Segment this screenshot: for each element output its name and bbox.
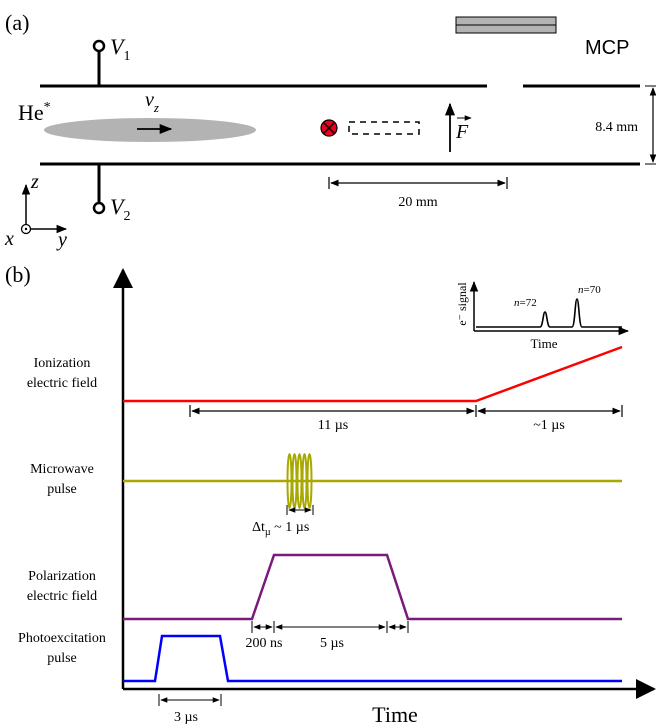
ramp-label: ~1 µs xyxy=(533,418,565,433)
x-axis-dot xyxy=(24,227,28,231)
inset-peak-label-72: n=72 xyxy=(514,297,537,309)
laser-into-page-icon xyxy=(320,119,338,137)
ionization-delay-label: 11 µs xyxy=(318,418,349,433)
v2-label: V2 xyxy=(110,194,130,224)
z-axis-label: z xyxy=(30,171,39,193)
photoexcitation-duration-label: 3 µs xyxy=(174,710,198,725)
mcp-label: MCP xyxy=(585,37,629,59)
polarization-trace xyxy=(123,553,622,621)
inset-xlabel: Time xyxy=(531,336,558,351)
microwave-duration-label: Δtµ ~ 1 µs xyxy=(252,520,309,538)
atom-beam-cloud xyxy=(44,118,256,142)
mcp-plate-top xyxy=(455,16,557,26)
distance-label: 20 mm xyxy=(398,195,437,210)
gap-label: 8.4 mm xyxy=(595,120,638,135)
photoexcitation-label: Photoexcitation pulse xyxy=(18,631,106,666)
v2-terminal-icon xyxy=(92,201,106,215)
mcp-detector xyxy=(455,16,557,34)
photoexcitation-trace xyxy=(123,634,622,683)
coordinate-axes: z x y xyxy=(4,171,68,251)
microwave-label: Microwave pulse xyxy=(30,462,94,497)
time-axis-label: Time xyxy=(372,702,418,726)
x-axis-label: x xyxy=(4,228,14,250)
beam-label: He* xyxy=(18,100,51,125)
panel-b-label: (b) xyxy=(5,262,31,287)
mcp-plate-bottom xyxy=(455,24,557,34)
v1-terminal-icon xyxy=(92,39,106,53)
inset-peak-label-70: n=70 xyxy=(578,284,601,296)
rise-time-label: 200 ns xyxy=(246,636,283,651)
inset-signal-trace xyxy=(476,298,622,328)
polarization-label: Polarization electric field xyxy=(27,569,97,604)
panel-b: (b) Time Ionization electric field Microw… xyxy=(5,262,656,726)
ionization-label: Ionization electric field xyxy=(27,356,97,391)
panel-a: (a) MCP V1 V2 He* vz xyxy=(4,10,656,251)
field-label: F xyxy=(455,121,469,143)
panel-a-label: (a) xyxy=(5,10,29,35)
inset-ylabel: e⁻ signal xyxy=(455,282,469,326)
signal-inset: Time e⁻ signal n=72 n=70 xyxy=(455,280,630,351)
v1-label: V1 xyxy=(110,34,130,64)
interaction-region-dashed xyxy=(348,121,420,135)
velocity-label: vz xyxy=(145,89,159,115)
polarization-duration-label: 5 µs xyxy=(320,636,344,651)
y-axis-label: y xyxy=(56,229,67,251)
ionization-trace xyxy=(123,345,623,403)
